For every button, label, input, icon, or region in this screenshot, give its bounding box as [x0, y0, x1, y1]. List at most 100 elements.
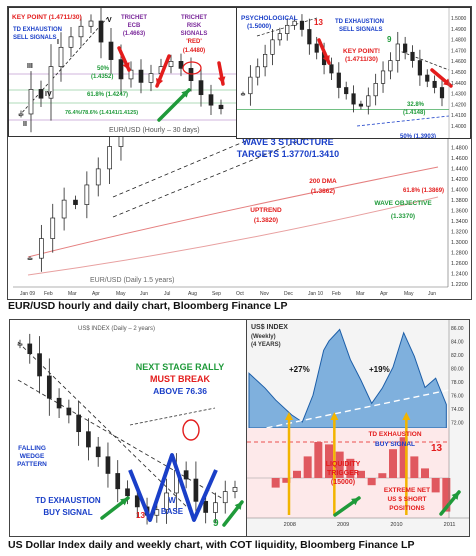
- inset-price-tick: 1.4300: [451, 92, 467, 98]
- weekly-year-label: 2009: [337, 522, 349, 528]
- pattern-label: PATTERN: [17, 461, 47, 468]
- eurusd-inset-candle: [366, 95, 371, 107]
- time-tick-label: Jun: [140, 291, 148, 297]
- wave-objective-value: (1.3370): [391, 213, 415, 220]
- cot-bar: [314, 442, 323, 478]
- dxy-daily-candle: [86, 431, 91, 448]
- headline-next-stage: NEXT STAGE RALLY: [136, 362, 225, 372]
- inset-price-tick: 1.4100: [451, 113, 467, 119]
- weekly-green-arrow-2-head: [451, 492, 459, 500]
- eurusd-hourly-candle: [48, 66, 54, 99]
- eurusd-inset-candle: [344, 87, 349, 95]
- weekly-green-arrow-1-head: [351, 498, 359, 506]
- ma200-label: 200 DMA: [309, 178, 337, 185]
- eurusd-inset-candle: [410, 51, 415, 61]
- weekly-buy-signal-label: BUY SIGNAL: [375, 441, 415, 448]
- eurusd-inset-candle: [263, 53, 268, 68]
- eurusd-hourly-candle: [98, 20, 104, 43]
- cot-bar: [421, 468, 429, 478]
- headline-must-break: MUST BREAK: [150, 374, 210, 384]
- price-tick-label: 1.3400: [451, 219, 468, 225]
- inset-td-exhaustion-label: TD EXHAUSTION: [335, 19, 384, 25]
- dxy-daily-candle: [66, 407, 72, 416]
- wave-label-III: III: [27, 63, 33, 70]
- dxy-daily-candle: [193, 478, 199, 502]
- net-short-label: US $ SHORT: [387, 496, 426, 503]
- wave-objective-label: WAVE OBJECTIVE: [374, 200, 432, 207]
- cot-bar: [325, 444, 333, 478]
- hourly-red-arrow-2-head: [156, 78, 164, 86]
- hourly-red-arrow-1-head: [122, 62, 130, 70]
- cot-bar: [293, 470, 301, 478]
- psychological-value: (1.5000): [247, 23, 271, 30]
- eurusd-hourly-candle: [128, 69, 134, 80]
- inset-red-arrow-1-head: [322, 55, 330, 63]
- dxy-circle-marker: [182, 419, 200, 441]
- weekly-price-tick: 78.00: [451, 380, 464, 386]
- cot-bar: [335, 451, 344, 478]
- dxy-daily-chart: US$ INDEX (Daily – 2 years) NEXT STAGE RA…: [9, 319, 247, 537]
- dxy-daily-candle: [95, 446, 101, 458]
- eurusd-inset-candle: [299, 20, 305, 30]
- liquidity-level-label: (15000): [331, 479, 355, 486]
- weekly-price-tick: 82.00: [451, 353, 464, 359]
- rally-19-label: +19%: [369, 365, 390, 374]
- time-tick-label: Jul: [164, 291, 170, 297]
- trichet-risk-label-2: RISK: [187, 23, 202, 29]
- time-tick-label: Feb: [44, 291, 53, 297]
- eurusd-hourly-candle: [208, 94, 214, 106]
- price-tick-label: 1.2400: [451, 272, 468, 278]
- headline-above: ABOVE 76.36: [153, 386, 207, 396]
- eurusd-daily-candle: [61, 199, 67, 219]
- trigger-label: TRIGGER: [327, 470, 359, 477]
- eurusd-inset-candle: [292, 20, 297, 26]
- eurusd-hourly-candle: [68, 36, 74, 48]
- dxy-td-13-marker: 13: [136, 511, 145, 520]
- td-9-marker: 9: [387, 35, 392, 44]
- dxy-daily-candle: [213, 502, 218, 513]
- eurusd-hourly-candle: [178, 61, 184, 69]
- hourly-chart-label: EUR/USD (Hourly – 30 days): [109, 127, 200, 134]
- yellow-marker-head: [330, 412, 339, 420]
- dxy-green-arrow-1-head: [120, 498, 128, 506]
- dxy-daily-candle: [183, 470, 189, 480]
- eurusd-inset-candle: [358, 103, 364, 107]
- weekly-year-label: 2010: [390, 522, 402, 528]
- eurusd-inset-candle: [307, 29, 312, 45]
- fib-50-value: (1.4352): [91, 74, 113, 80]
- eurusd-hourly-candle: [138, 69, 144, 83]
- eurusd-inset-candle: [314, 43, 319, 53]
- time-tick-label: Jan 09: [20, 291, 35, 297]
- inset-support: [356, 115, 450, 127]
- weekly-trendline: [247, 389, 450, 433]
- dxy-daily-candle: [232, 487, 238, 492]
- dxy-daily-candle: [222, 491, 228, 504]
- bottom-figure-caption: US Dollar Index daily and weekly chart, …: [8, 539, 415, 551]
- dxy-daily-candle: [27, 343, 33, 355]
- weekly-sublabel-2: (4 YEARS): [251, 342, 281, 348]
- dxy-daily-candle: [115, 473, 121, 490]
- eurusd-inset-svg: 1.5000 1.4900 1.4800 1.4700 1.4600 1.4500 1.44…: [237, 8, 467, 138]
- cot-bar: [378, 473, 387, 478]
- eurusd-daily-candle: [84, 184, 90, 205]
- eurusd-inset-candle: [425, 74, 430, 82]
- price-tick-label: 1.3000: [451, 240, 468, 246]
- weekly-td-13-marker: 13: [431, 443, 443, 454]
- eurusd-inset-candle: [351, 93, 356, 105]
- dxy-daily-candle: [37, 353, 42, 377]
- cot-bar: [282, 478, 291, 483]
- uptrend-line: [27, 196, 439, 276]
- eurusd-inset-candle: [403, 43, 408, 53]
- price-tick-label: 1.4200: [451, 177, 468, 183]
- time-tick-label: Jun: [428, 291, 436, 297]
- fib-764-label: 76.4%/78.6% (1.4141/1.4125): [65, 110, 138, 116]
- psychological-label: PSYCHOLOGICAL: [241, 15, 298, 22]
- inset-price-tick: 1.4700: [451, 48, 467, 54]
- dxy-green-arrow-2-head: [234, 502, 242, 510]
- eurusd-inset-candle: [439, 87, 445, 99]
- weekly-price-tick: 76.00: [451, 394, 464, 400]
- inset-price-tick: 1.4000: [451, 124, 467, 130]
- w-base-shape: [128, 453, 218, 522]
- eurusd-hourly-candle: [168, 61, 174, 67]
- time-tick-label: May: [116, 291, 126, 297]
